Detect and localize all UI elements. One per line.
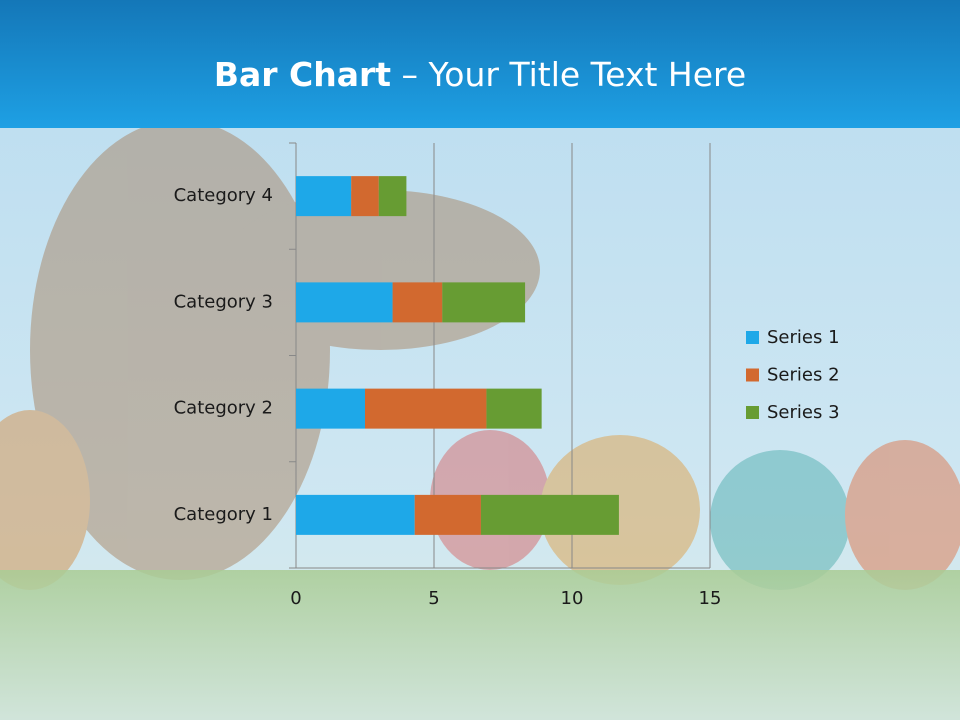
x-tick-label: 10 [561,588,584,609]
legend-label: Series 3 [767,402,840,423]
legend-swatch [746,331,759,344]
title-text: – Your Title Text Here [402,55,747,94]
x-tick-label: 0 [290,588,301,609]
legend-label: Series 2 [767,365,840,386]
y-tick-label: Category 3 [174,291,273,312]
bar [351,176,379,217]
grass [0,570,960,720]
legend-swatch [746,368,759,382]
bar [486,388,542,429]
x-tick-label: 5 [428,588,439,609]
bar [365,388,487,429]
y-tick-label: Category 1 [174,504,273,525]
bar [414,494,481,535]
slide-title: Bar Chart – Your Title Text Here [214,55,746,94]
header-band [0,0,960,128]
x-tick-label: 15 [699,588,722,609]
y-tick-label: Category 4 [174,185,273,206]
legend-swatch [746,406,759,419]
bar [296,388,365,429]
bar [378,176,407,217]
y-tick-label: Category 2 [174,398,273,419]
legend-label: Series 1 [767,327,840,348]
bar [296,282,393,323]
bar [296,176,352,217]
bar [480,494,619,535]
bar [392,282,443,323]
bar [296,494,415,535]
title-emphasis: Bar Chart [214,55,391,94]
bar [442,282,526,323]
decoration [0,120,960,590]
